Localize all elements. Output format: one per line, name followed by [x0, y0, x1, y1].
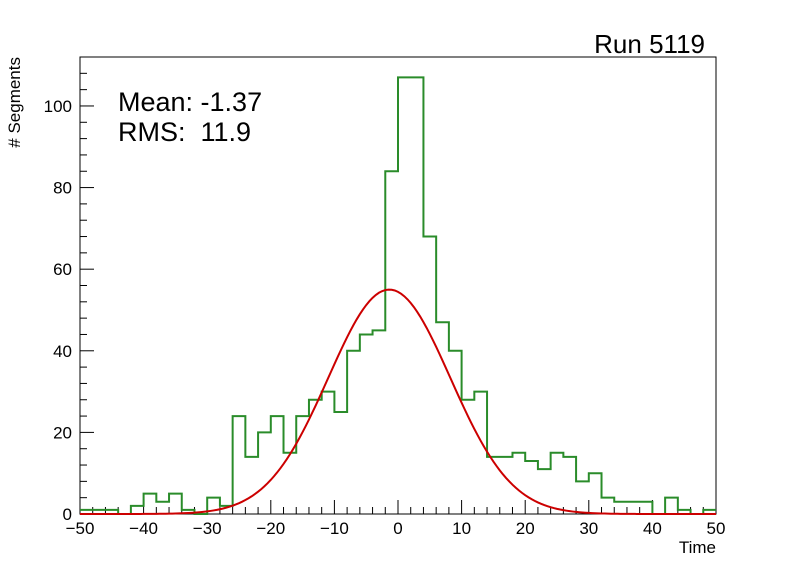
y-axis-tick-labels: 0 20 40 60 80 100 [44, 97, 72, 524]
histogram-bin [144, 494, 157, 514]
histogram-bin [156, 502, 169, 514]
histogram-bin [589, 473, 602, 514]
x-tick-label: −40 [129, 519, 158, 538]
histogram-bin [576, 481, 589, 514]
histogram-bin [131, 506, 144, 514]
histogram-bin [551, 453, 564, 514]
stats-mean: Mean: -1.37 [118, 87, 262, 117]
histogram-bin [665, 498, 678, 514]
histogram-bin [423, 237, 436, 514]
x-tick-label: 40 [643, 519, 662, 538]
y-tick-label: 100 [44, 97, 72, 116]
histogram-bin [487, 457, 500, 514]
histogram-bin [614, 502, 627, 514]
histogram-bin [373, 330, 386, 514]
histogram-bin [169, 494, 182, 514]
x-tick-label: −10 [320, 519, 349, 538]
histogram-bin [233, 416, 246, 514]
y-tick-label: 80 [53, 179, 72, 198]
histogram-bin [512, 453, 525, 514]
x-axis-label: Time [679, 538, 716, 557]
stats-rms: RMS: 11.9 [118, 117, 251, 147]
y-axis-label: # Segments [5, 57, 24, 148]
x-tick-label: −30 [193, 519, 222, 538]
histogram-bin [245, 457, 258, 514]
histogram-bin [360, 334, 373, 514]
x-tick-label: 30 [579, 519, 598, 538]
x-tick-label: −50 [66, 519, 95, 538]
histogram-bin [258, 432, 271, 514]
x-tick-label: 0 [393, 519, 402, 538]
y-tick-label: 0 [63, 505, 72, 524]
histogram-bin [411, 77, 424, 514]
histogram-bin [347, 351, 360, 514]
y-tick-label: 60 [53, 260, 72, 279]
x-tick-label: −20 [256, 519, 285, 538]
histogram-bin [322, 392, 335, 514]
x-tick-label: 10 [452, 519, 471, 538]
x-tick-label: 20 [516, 519, 535, 538]
y-tick-label: 40 [53, 342, 72, 361]
histogram-bin [385, 171, 398, 514]
histogram-bin [525, 461, 538, 514]
histogram-bin [563, 457, 576, 514]
histogram-bin [474, 392, 487, 514]
chart-title: Run 5119 [594, 29, 705, 59]
histogram-bin [500, 457, 513, 514]
y-axis-ticks [80, 56, 94, 515]
histogram-bin [602, 498, 615, 514]
x-tick-label: 50 [707, 519, 726, 538]
y-tick-label: 20 [53, 423, 72, 442]
x-axis-tick-labels: −50 −40 −30 −20 −10 0 10 20 30 40 50 [66, 519, 726, 538]
histogram-bin [449, 351, 462, 514]
gaussian-fit-curve [80, 288, 716, 515]
histogram-bin [334, 412, 347, 514]
histogram-bin [640, 502, 653, 514]
histogram-bin [627, 502, 640, 514]
